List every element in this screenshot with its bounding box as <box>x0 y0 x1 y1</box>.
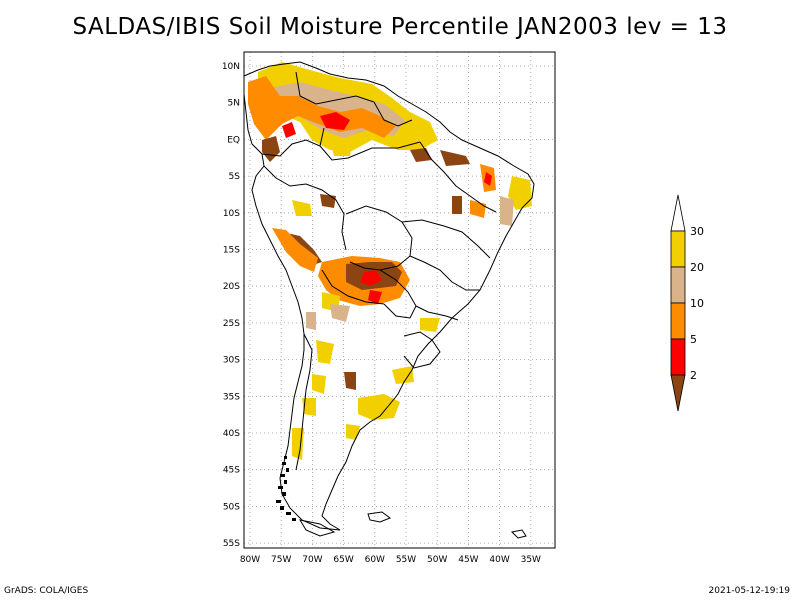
footer-timestamp: 2021-05-12-19:19 <box>708 586 791 596</box>
border-brazil-states-4 <box>415 305 459 321</box>
map-frame <box>243 51 556 549</box>
patch-ne-yellow <box>508 176 532 210</box>
patch-south-brown <box>344 372 356 390</box>
patch-south-yellow-5 <box>312 374 326 394</box>
patch-ne-tan <box>500 196 514 226</box>
legend-swatch <box>670 302 686 340</box>
lon-tick-label: 50W <box>427 555 447 565</box>
border-guyana <box>373 101 413 127</box>
patch-north-red-1 <box>320 112 350 130</box>
patch-central-red-2 <box>368 290 382 304</box>
border-uruguay <box>403 331 441 369</box>
lat-tick-label: 15S <box>223 246 240 256</box>
lat-tick-label: 45S <box>223 466 240 476</box>
patch-west-brown-2 <box>320 194 336 208</box>
patch-ne-orange-2 <box>470 200 486 218</box>
longitude-labels: 80W 75W 70W 65W 60W 55W 50W 45W 40W 35W <box>240 555 541 565</box>
patch-south-yellow-6 <box>302 398 316 416</box>
lat-tick-label: 40S <box>223 429 240 439</box>
border-brazil-states-2 <box>409 255 480 291</box>
patch-south-yellow-3 <box>316 340 334 364</box>
border-argentina-north <box>321 269 385 305</box>
lat-tick-label: 20S <box>223 282 240 292</box>
lon-tick-label: 80W <box>240 555 260 565</box>
lon-tick-label: 45W <box>458 555 478 565</box>
lat-tick-label: 55S <box>223 539 240 549</box>
lon-tick-label: 40W <box>489 555 509 565</box>
soil-moisture-shading <box>248 62 532 460</box>
legend-top-arrow <box>670 194 686 232</box>
latitude-labels: 10N 5N EQ 5S 10S 15S 20S 25S 30S 35S 40S 45S 50S 55S <box>222 62 240 549</box>
lon-tick-label: 75W <box>271 555 291 565</box>
country-boundaries <box>243 61 535 539</box>
border-peru <box>263 165 347 251</box>
footer-credit: GrADS: COLA/IGES <box>4 586 89 596</box>
lat-tick-label: 25S <box>223 319 240 329</box>
chile-fjords <box>276 456 296 521</box>
lat-tick-label: EQ <box>227 135 240 145</box>
legend-swatch <box>670 230 686 268</box>
legend-label: 10 <box>690 297 704 310</box>
patch-south-yellow-4 <box>358 394 400 420</box>
patch-south-yellow-7 <box>346 424 360 440</box>
falklands <box>367 511 392 523</box>
legend-label: 2 <box>690 369 697 382</box>
patch-north-brown-1 <box>262 136 280 162</box>
lat-tick-label: 35S <box>223 392 240 402</box>
patch-south-tan <box>306 312 316 330</box>
legend-label: 5 <box>690 333 697 346</box>
patch-central-red <box>360 270 382 286</box>
border-brazil-states <box>419 141 497 213</box>
border-venezuela <box>295 71 375 105</box>
patch-ne-red <box>484 172 492 186</box>
legend-label: 20 <box>690 261 704 274</box>
lon-tick-label: 70W <box>302 555 322 565</box>
legend-bottom-arrow <box>670 374 686 412</box>
tierra-del-fuego <box>298 519 336 537</box>
island-south-georgia <box>510 529 527 539</box>
lon-tick-label: 65W <box>333 555 353 565</box>
legend-swatch <box>670 338 686 376</box>
continent-outline <box>243 61 535 531</box>
patch-north-red-2 <box>282 122 296 138</box>
lon-tick-label: 35W <box>521 555 541 565</box>
lat-tick-label: 5N <box>228 99 240 109</box>
patch-west-orange <box>272 228 318 272</box>
patch-central-tan <box>330 304 350 322</box>
patch-north-orange <box>248 76 396 140</box>
lat-tick-label: 10S <box>223 209 240 219</box>
map-title: SALDAS/IBIS Soil Moisture Percentile JAN… <box>72 14 728 40</box>
border-bolivia <box>345 205 413 271</box>
patch-north-brown-3 <box>440 150 470 166</box>
legend-label: 30 <box>690 225 704 238</box>
border-brazil-north <box>319 141 421 161</box>
border-brazil-states-3 <box>401 219 491 259</box>
patch-west-yellow <box>292 200 312 216</box>
lat-tick-label: 50S <box>223 502 240 512</box>
patch-ne-brown <box>452 196 462 214</box>
lat-tick-label: 30S <box>223 356 240 366</box>
lon-tick-label: 55W <box>396 555 416 565</box>
patch-south-yellow-2 <box>392 366 414 384</box>
border-chile <box>295 333 313 471</box>
legend-colorbar: 30 20 10 5 2 <box>670 194 704 412</box>
lat-tick-label: 5S <box>229 172 241 182</box>
patch-north-yellow-2 <box>330 140 352 156</box>
lat-tick-label: 10N <box>222 62 240 72</box>
patch-south-yellow-1 <box>420 318 440 332</box>
lon-tick-label: 60W <box>365 555 385 565</box>
border-colombia <box>261 127 325 157</box>
legend-swatch <box>670 266 686 304</box>
